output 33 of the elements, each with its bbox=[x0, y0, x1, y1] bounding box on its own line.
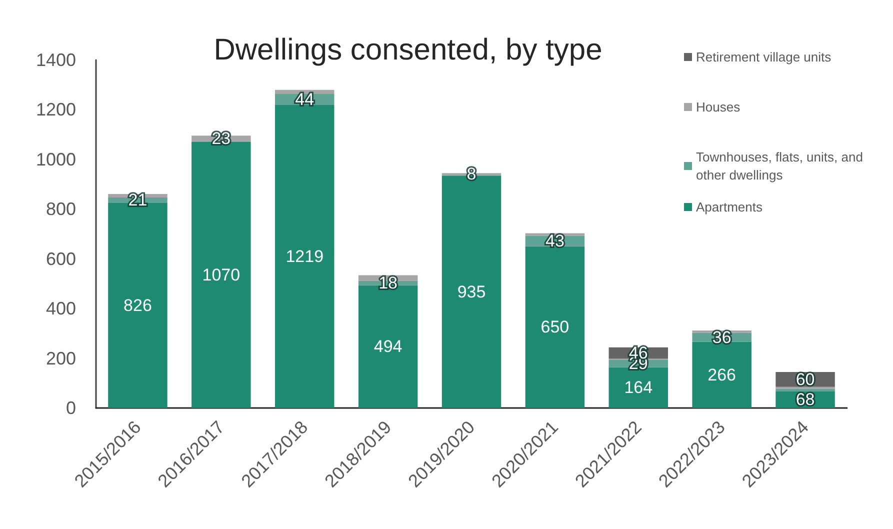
data-label: 44 bbox=[295, 90, 314, 110]
data-label: 43 bbox=[545, 232, 564, 251]
data-label: 1070 bbox=[202, 266, 240, 285]
chart-title: Dwellings consented, by type bbox=[214, 34, 602, 66]
data-label: 935 bbox=[457, 282, 486, 302]
bar bbox=[692, 342, 752, 408]
y-tick-label: 400 bbox=[46, 298, 76, 319]
y-tick-label: 600 bbox=[46, 248, 76, 269]
data-label: 266 bbox=[708, 365, 736, 384]
y-tick-label: 1200 bbox=[36, 100, 76, 120]
data-label: 18 bbox=[378, 273, 398, 292]
data-label: 650 bbox=[540, 318, 570, 337]
data-label: 8 bbox=[466, 164, 476, 184]
y-tick-label: 1000 bbox=[36, 149, 76, 170]
legend-label: Houses bbox=[696, 100, 741, 114]
legend-label: Townhouses, flats, units, and other dwellings bbox=[696, 150, 867, 182]
y-tick-label: 0 bbox=[66, 398, 76, 418]
data-label: 60 bbox=[796, 370, 815, 389]
data-label: 494 bbox=[374, 337, 402, 356]
bar bbox=[274, 104, 334, 408]
y-tick-label: 1400 bbox=[36, 50, 76, 70]
legend-label: Apartments bbox=[696, 200, 763, 214]
data-label: 164 bbox=[624, 378, 653, 398]
data-label: 68 bbox=[796, 390, 815, 410]
bar bbox=[525, 246, 585, 408]
bar bbox=[776, 388, 835, 392]
data-label: 826 bbox=[124, 296, 152, 315]
legend-label: Retirement village units bbox=[696, 50, 832, 64]
data-label: 1219 bbox=[286, 246, 324, 266]
data-label: 36 bbox=[712, 328, 732, 347]
y-tick-label: 800 bbox=[46, 199, 76, 220]
data-label: 21 bbox=[128, 190, 148, 210]
y-tick-label: 200 bbox=[46, 348, 76, 368]
